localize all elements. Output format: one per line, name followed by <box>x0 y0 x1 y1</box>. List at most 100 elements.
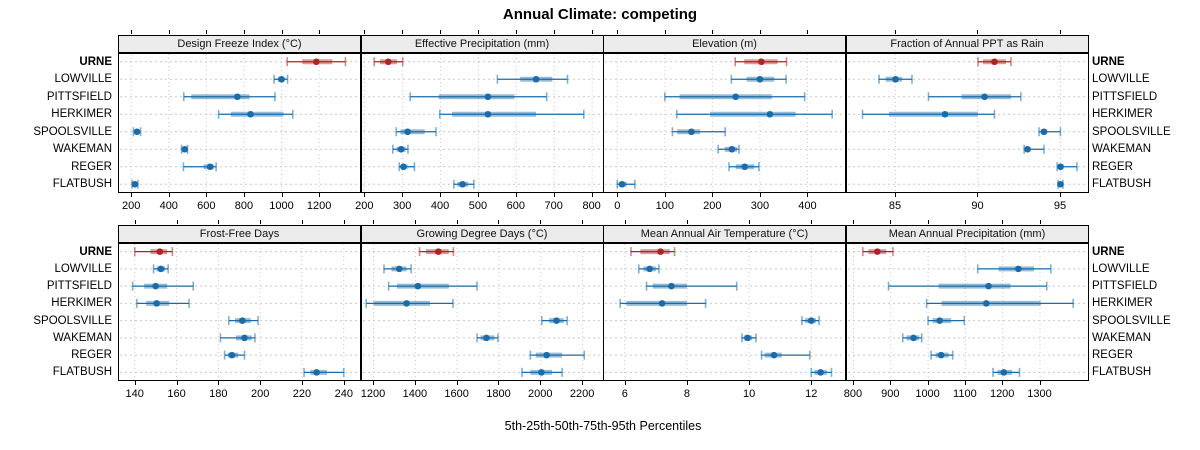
row-label-right-flatbush: FLATBUSH <box>1092 178 1152 191</box>
axis-tick-label: 800 <box>234 200 254 212</box>
axis-tick <box>440 193 442 197</box>
axis-tick-label: 95 <box>1053 200 1067 212</box>
axis-tick-label: 1400 <box>402 388 428 400</box>
percentile-glyph-spoolsville <box>540 316 568 326</box>
axis-tick-label: 400 <box>159 200 178 212</box>
percentile-glyph-flatbush <box>616 179 636 189</box>
panel-strip: Mean Annual Air Temperature (°C) <box>603 225 846 243</box>
axis-tick <box>176 381 178 385</box>
median-dot <box>668 282 675 290</box>
axis-tick-top <box>617 30 619 34</box>
percentile-glyph-herkimer <box>136 298 190 308</box>
axis-tick-top <box>218 220 220 224</box>
axis-tick <box>168 193 170 197</box>
percentile-glyph-spoolsville <box>671 127 727 137</box>
median-dot <box>941 110 948 118</box>
percentile-glyph-herkimer <box>438 109 585 119</box>
axis-tick <box>414 381 416 385</box>
median-dot <box>980 93 988 101</box>
axis-tick-top <box>440 30 442 34</box>
axis-tick-label: 1100 <box>953 388 977 400</box>
axis-tick <box>964 381 966 385</box>
axis-tick-label: 6 <box>621 388 628 400</box>
row-label-left-wakeman: WAKEMAN <box>53 331 112 344</box>
axis-tick-label: 900 <box>881 388 900 400</box>
row-label-right-wakeman: WAKEMAN <box>1092 143 1151 156</box>
axis-tick <box>894 193 896 197</box>
axis-tick-label: 200 <box>121 200 141 212</box>
median-dot <box>228 351 236 359</box>
median-dot <box>1023 145 1031 153</box>
axis-tick-label: 200 <box>355 200 374 212</box>
percentile-glyph-spoolsville <box>1037 127 1061 137</box>
row-label-right-lowville: LOWVILLE <box>1092 262 1150 275</box>
axis-tick <box>807 193 809 197</box>
percentile-glyph-wakeman <box>901 333 923 343</box>
row-label-left-herkimer: HERKIMER <box>51 108 112 121</box>
axis-tick-label: 400 <box>798 200 817 212</box>
axis-tick <box>624 381 626 385</box>
axis-tick <box>712 193 714 197</box>
panel-plot-area <box>118 243 361 381</box>
median-dot <box>395 265 403 273</box>
axis-tick <box>218 381 220 385</box>
axis-tick-top <box>176 220 178 224</box>
percentile-glyph-lowville <box>877 74 913 84</box>
axis-tick-label: 200 <box>250 388 270 400</box>
panel-strip: Growing Degree Days (°C) <box>360 225 604 243</box>
percentile-glyph-flatbush <box>991 367 1020 377</box>
percentile-glyph-wakeman <box>475 333 499 343</box>
median-dot <box>728 145 736 153</box>
axis-tick <box>260 381 262 385</box>
row-label-right-herkimer: HERKIMER <box>1092 297 1153 310</box>
percentile-glyph-urne <box>286 57 347 67</box>
panel-border <box>360 243 604 381</box>
axis-tick <box>686 381 688 385</box>
axis-tick <box>343 381 345 385</box>
axis-tick-top <box>477 30 479 34</box>
median-dot <box>403 128 411 136</box>
percentile-glyph-spoolsville <box>801 316 820 326</box>
axis-tick-top <box>414 220 416 224</box>
median-dot <box>891 75 899 83</box>
percentile-glyph-urne <box>418 247 454 257</box>
percentile-glyph-urne <box>976 57 1012 67</box>
axis-tick-label: 240 <box>334 388 353 400</box>
row-label-right-wakeman: WAKEMAN <box>1092 331 1151 344</box>
percentile-glyph-herkimer <box>675 109 833 119</box>
percentile-glyph-flatbush <box>131 179 139 189</box>
median-dot <box>817 369 824 376</box>
axis-tick <box>749 381 751 385</box>
axis-tick-label: 220 <box>292 388 312 400</box>
axis-tick-label: 160 <box>167 388 186 400</box>
axis-tick-top <box>664 30 666 34</box>
median-dot <box>770 351 778 359</box>
percentile-glyph-spoolsville <box>227 316 259 326</box>
percentile-glyph-pittsfield <box>131 281 195 291</box>
axis-tick-label: 10 <box>742 388 756 400</box>
axis-tick-top <box>206 30 208 34</box>
percentile-glyph-spoolsville <box>394 127 437 137</box>
row-label-right-spoolsville: SPOOLSVILLE <box>1092 125 1171 138</box>
percentile-glyph-spoolsville <box>132 127 142 137</box>
median-dot <box>241 334 248 342</box>
percentile-glyph-wakeman <box>741 333 757 343</box>
percentile-glyph-urne <box>372 57 403 67</box>
percentile-glyph-herkimer <box>217 109 294 119</box>
median-dot <box>744 334 751 342</box>
axis-tick <box>582 381 584 385</box>
panel-plot-area <box>603 243 846 381</box>
axis-tick-top <box>301 220 303 224</box>
row-label-left-urne: URNE <box>79 245 112 258</box>
percentile-glyph-pittsfield <box>927 92 1022 102</box>
percentile-glyph-pittsfield <box>664 92 806 102</box>
median-dot <box>247 110 254 118</box>
percentile-glyph-lowville <box>273 74 289 84</box>
median-dot <box>181 145 189 153</box>
median-dot <box>982 300 990 307</box>
row-label-left-spoolsville: SPOOLSVILLE <box>33 125 112 138</box>
percentile-glyph-flatbush <box>1056 179 1064 189</box>
median-dot <box>657 248 664 255</box>
row-label-right-pittsfield: PITTSFIELD <box>1092 90 1158 103</box>
axis-tick-label: 1000 <box>915 388 940 400</box>
